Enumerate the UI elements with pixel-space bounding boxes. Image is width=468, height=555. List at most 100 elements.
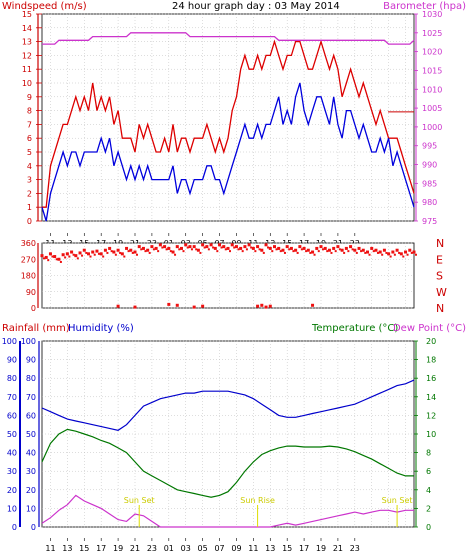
direction-point <box>343 251 346 254</box>
x-tick-label: 05 <box>198 544 208 553</box>
direction-point <box>167 246 171 250</box>
temp-tick-label: 14 <box>426 393 436 402</box>
x-tick-label: 13 <box>62 544 72 553</box>
direction-point <box>154 246 158 250</box>
direction-point <box>332 246 336 250</box>
direction-point <box>399 252 403 256</box>
y-tick-label: 180 <box>21 272 36 281</box>
direction-point <box>277 246 281 250</box>
direction-point <box>136 253 138 256</box>
y-right-tick-label: 985 <box>422 179 437 188</box>
direction-point <box>40 254 44 258</box>
x-tick-label: 11 <box>45 544 55 553</box>
temperature-label: Temperature (°C) <box>311 323 398 334</box>
direction-point <box>372 250 375 253</box>
temperature-line <box>41 428 414 498</box>
direction-point <box>175 245 179 249</box>
y-right-tick-label: 1025 <box>422 29 442 38</box>
direction-point <box>81 254 84 257</box>
direction-point <box>326 250 329 253</box>
rain-tick-label: 80 <box>7 374 17 383</box>
humidity-tick-label: 0 <box>31 523 36 532</box>
plot-frame <box>41 13 415 222</box>
direction-point <box>353 248 357 252</box>
direction-point <box>355 251 358 254</box>
direction-point <box>412 250 416 254</box>
direction-point <box>112 250 116 254</box>
x-tick-label: 03 <box>181 544 191 553</box>
humidity-tick-label: 10 <box>26 504 36 513</box>
y-right-tick-label: 975 <box>422 217 437 226</box>
x-tick-label: 09 <box>231 544 241 553</box>
direction-point <box>298 245 302 249</box>
direction-point <box>387 252 391 256</box>
direction-point <box>327 248 331 252</box>
direction-point <box>89 255 92 258</box>
direction-point <box>237 248 240 251</box>
temp-tick-label: 18 <box>426 356 436 365</box>
direction-point <box>302 246 306 250</box>
rain-tick-label: 100 <box>2 337 17 346</box>
direction-point <box>203 246 206 249</box>
direction-point <box>230 243 234 247</box>
direction-point <box>415 253 417 256</box>
direction-point <box>171 250 175 254</box>
direction-point <box>285 245 289 249</box>
direction-point <box>137 245 141 249</box>
y-right-tick-label: 1010 <box>422 85 442 94</box>
direction-point <box>216 250 219 253</box>
direction-point <box>260 303 264 307</box>
y-tick-label: 2 <box>27 189 32 198</box>
sun-event-label: Sun Set <box>382 496 413 505</box>
direction-point <box>184 243 188 247</box>
y-tick-label: 12 <box>22 51 32 60</box>
direction-point <box>322 248 324 251</box>
y-tick-label: 13 <box>22 38 32 47</box>
direction-point <box>247 243 251 247</box>
direction-point <box>218 243 222 247</box>
direction-point <box>385 251 388 254</box>
wind-avg-line <box>41 82 415 222</box>
y-right-tick-label: 1030 <box>422 10 442 19</box>
direction-point <box>315 246 319 250</box>
y-right-tick-label: 1000 <box>422 123 442 132</box>
direction-point <box>264 305 268 309</box>
x-tick-label: 15 <box>79 544 89 553</box>
x-tick-label: 23 <box>147 544 157 553</box>
direction-point <box>192 305 196 309</box>
direction-point <box>241 250 244 253</box>
humidity-tick-label: 50 <box>26 430 36 439</box>
temp-tick-label: 8 <box>426 449 431 458</box>
direction-point <box>233 246 236 249</box>
humidity-label: Humidity (%) <box>68 323 134 334</box>
direction-point <box>351 248 354 251</box>
humidity-tick-label: 40 <box>26 449 36 458</box>
direction-point <box>398 251 401 254</box>
compass-label: E <box>436 253 443 266</box>
direction-point <box>271 250 274 253</box>
direction-point <box>195 248 198 251</box>
direction-point <box>391 250 395 254</box>
direction-point <box>395 248 399 252</box>
direction-point <box>57 257 61 261</box>
direction-point <box>357 246 361 250</box>
direction-point <box>330 251 333 254</box>
direction-point <box>389 255 392 258</box>
direction-point <box>205 245 209 249</box>
direction-point <box>267 246 270 249</box>
wind-pressure-panel: 0123456789101112131415975980985990995100… <box>22 10 443 248</box>
direction-point <box>95 249 99 253</box>
direction-point <box>72 253 75 256</box>
direction-point <box>406 253 409 256</box>
direction-point <box>76 257 79 260</box>
humidity-tick-label: 70 <box>26 393 36 402</box>
direction-point <box>82 248 86 252</box>
direction-point <box>175 303 179 307</box>
direction-point <box>361 248 365 252</box>
y-tick-label: 0 <box>31 304 36 313</box>
direction-point <box>188 245 192 249</box>
direction-point <box>268 304 272 308</box>
y-tick-label: 360 <box>21 239 36 248</box>
rainfall-label: Rainfall (mm) <box>2 323 70 334</box>
y-tick-label: 3 <box>27 176 32 185</box>
